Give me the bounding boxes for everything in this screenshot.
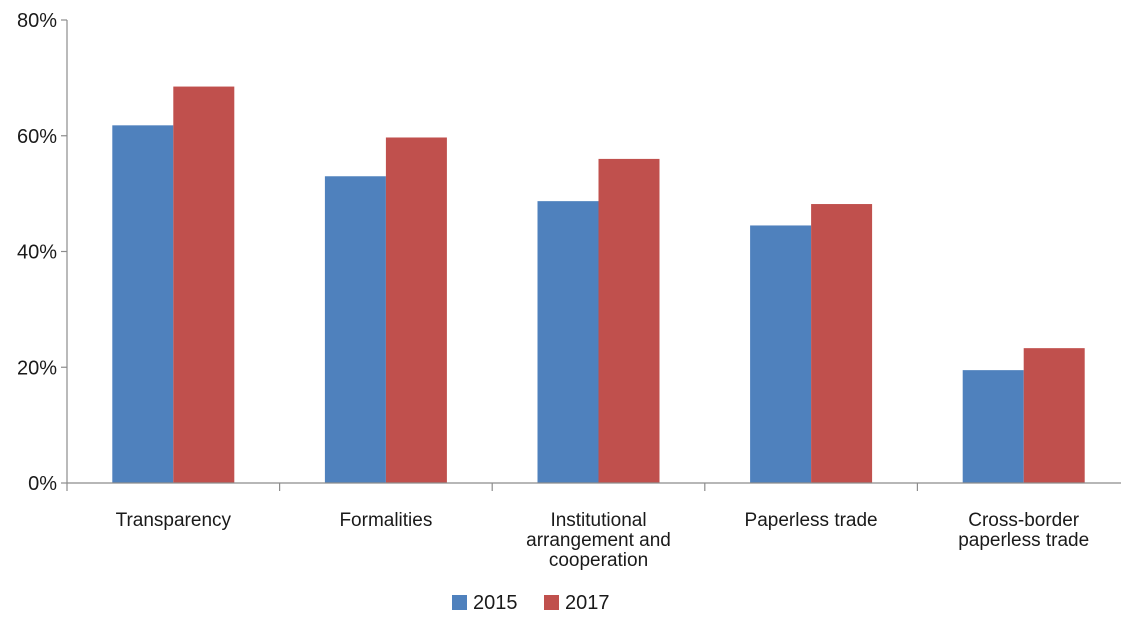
y-tick-label: 20% — [17, 357, 57, 379]
y-axis: 0% 20% 40% 60% 80% — [17, 10, 68, 495]
y-tick-label: 60% — [17, 126, 57, 148]
x-category-label: Cross-border paperless trade — [958, 510, 1089, 551]
x-category-label: Institutional arrangement and cooperation — [526, 510, 671, 571]
bar-2017 — [173, 86, 235, 484]
legend-swatch — [452, 595, 467, 610]
legend-swatch — [544, 595, 559, 610]
bars — [112, 86, 1085, 484]
y-tick-label: 80% — [17, 10, 57, 32]
bar-2015 — [750, 225, 812, 484]
y-tick-label: 40% — [17, 242, 57, 264]
bar-2015 — [537, 201, 599, 483]
x-axis: Transparency Formalities Institutional arra… — [66, 482, 1121, 571]
x-category-label: Paperless trade — [745, 510, 878, 531]
legend: 2015 2017 — [452, 592, 610, 614]
legend-label: 2017 — [565, 592, 610, 614]
bar-2015 — [962, 370, 1024, 483]
legend-label: 2015 — [473, 592, 518, 614]
bar-2017 — [1023, 348, 1085, 483]
bar-2017 — [811, 204, 873, 484]
bar-2015 — [112, 125, 174, 484]
y-tick-label: 0% — [28, 473, 57, 495]
bar-2015 — [324, 176, 386, 483]
x-category-label: Formalities — [339, 510, 432, 531]
bar-2017 — [598, 158, 660, 483]
x-category-label: Transparency — [116, 510, 232, 531]
bar-2017 — [385, 137, 447, 483]
